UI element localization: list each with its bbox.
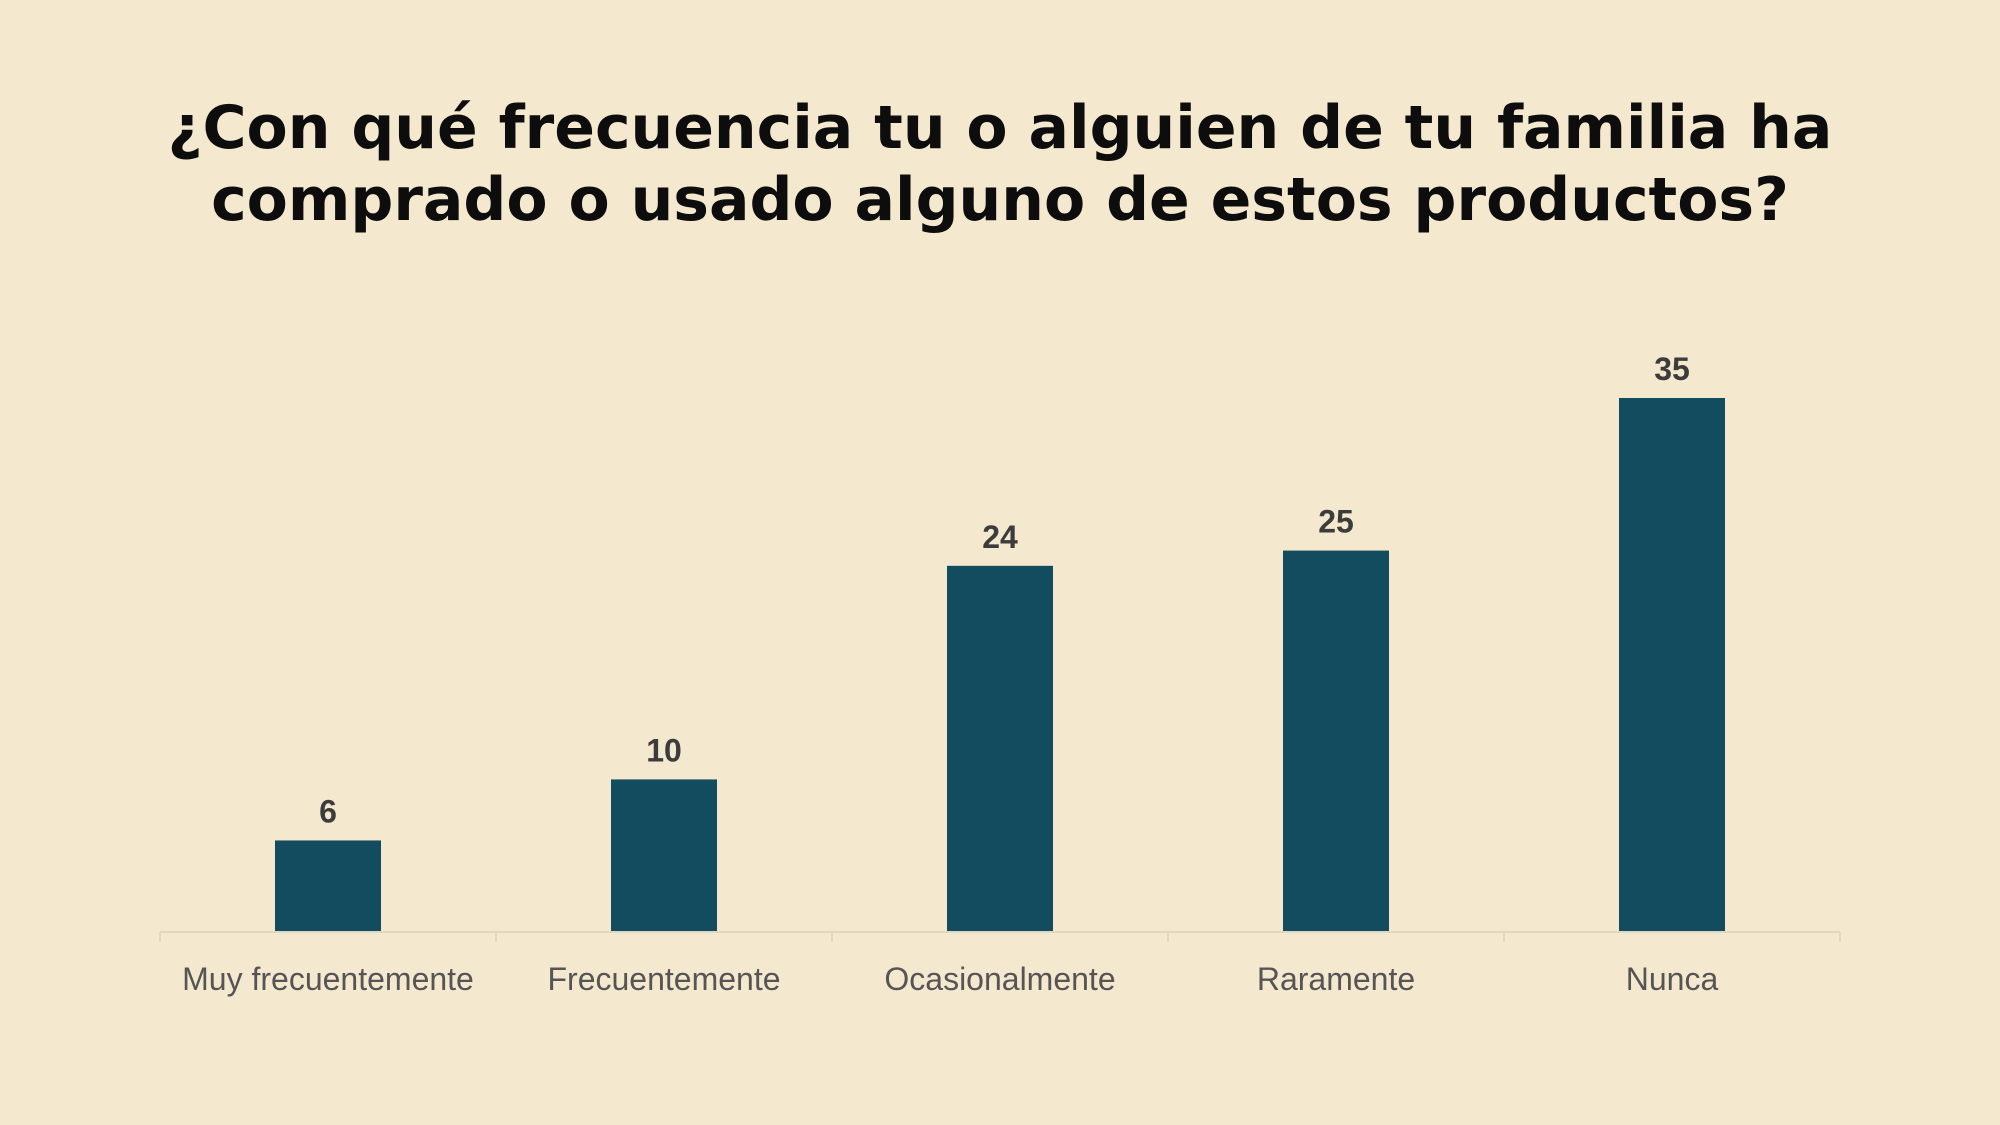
x-axis <box>159 931 1841 942</box>
value-label: 6 <box>319 793 337 829</box>
value-label: 10 <box>646 732 682 768</box>
category-label: Frecuentemente <box>547 961 780 997</box>
category-label-group: Muy frecuentemente Frecuentemente Ocasiona… <box>182 961 1718 997</box>
chart-title-line-2: comprado o usado alguno de estos product… <box>211 165 1789 235</box>
chart-title-line-1: ¿Con qué frecuencia tu o alguien de tu f… <box>167 93 1833 163</box>
category-label: Ocasionalmente <box>884 961 1115 997</box>
bar-muy-frecuentemente <box>275 840 381 932</box>
category-label: Muy frecuentemente <box>182 961 474 997</box>
value-label: 35 <box>1654 351 1690 387</box>
bar-frecuentemente <box>611 779 717 932</box>
bar-nunca <box>1619 398 1725 932</box>
value-label: 25 <box>1318 504 1354 540</box>
bar-raramente <box>1283 550 1389 932</box>
bar-group <box>275 398 1725 932</box>
bar-ocasionalmente <box>947 565 1053 932</box>
value-label-group: 6 10 24 25 35 <box>319 351 1690 829</box>
value-label: 24 <box>982 519 1018 555</box>
chart-title: ¿Con qué frecuencia tu o alguien de tu f… <box>120 92 1880 236</box>
category-label: Nunca <box>1626 961 1719 997</box>
category-label: Raramente <box>1257 961 1415 997</box>
